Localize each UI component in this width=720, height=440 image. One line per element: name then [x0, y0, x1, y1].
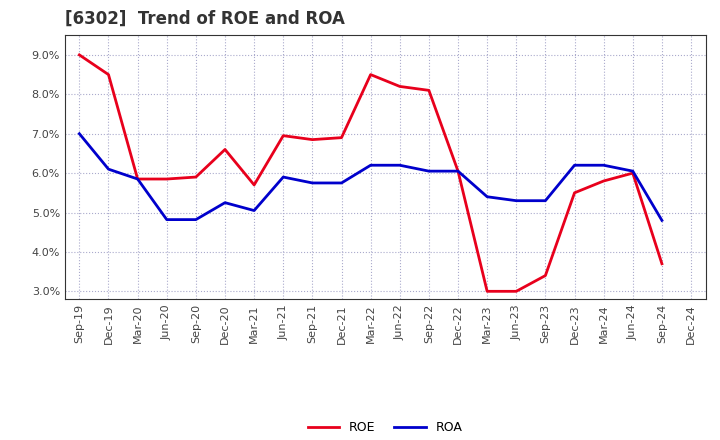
ROA [599, 163, 608, 168]
ROA [425, 169, 433, 174]
ROA [279, 174, 287, 180]
ROE [657, 261, 666, 266]
ROE [395, 84, 404, 89]
ROE [75, 52, 84, 58]
ROA [163, 217, 171, 222]
Legend: ROE, ROA: ROE, ROA [303, 416, 467, 439]
Line: ROA: ROA [79, 134, 662, 220]
ROE [454, 169, 462, 174]
ROA [629, 169, 637, 174]
ROA [570, 163, 579, 168]
ROA [104, 166, 113, 172]
ROA [192, 217, 200, 222]
ROE [570, 190, 579, 195]
ROA [512, 198, 521, 203]
ROA [395, 163, 404, 168]
ROE [104, 72, 113, 77]
ROE [163, 176, 171, 182]
Text: [6302]  Trend of ROE and ROA: [6302] Trend of ROE and ROA [65, 10, 345, 28]
ROA [75, 131, 84, 136]
ROE [629, 170, 637, 176]
ROA [483, 194, 492, 199]
ROA [250, 208, 258, 213]
ROE [425, 88, 433, 93]
ROE [541, 273, 550, 278]
ROE [366, 72, 375, 77]
ROA [541, 198, 550, 203]
ROA [337, 180, 346, 186]
ROE [512, 289, 521, 294]
ROE [599, 178, 608, 183]
ROA [657, 218, 666, 223]
ROE [279, 133, 287, 138]
ROE [220, 147, 229, 152]
ROA [454, 169, 462, 174]
ROE [250, 182, 258, 187]
Line: ROE: ROE [79, 55, 662, 291]
ROE [308, 137, 317, 142]
ROE [483, 289, 492, 294]
ROA [308, 180, 317, 186]
ROA [366, 163, 375, 168]
ROA [220, 200, 229, 205]
ROE [192, 174, 200, 180]
ROA [133, 176, 142, 182]
ROE [337, 135, 346, 140]
ROE [133, 176, 142, 182]
